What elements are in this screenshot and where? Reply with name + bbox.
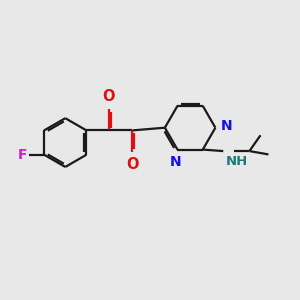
- Text: O: O: [102, 88, 115, 104]
- Text: O: O: [126, 157, 139, 172]
- Text: N: N: [221, 119, 232, 133]
- Text: N: N: [170, 155, 182, 169]
- Text: F: F: [18, 148, 27, 162]
- Text: NH: NH: [226, 154, 248, 168]
